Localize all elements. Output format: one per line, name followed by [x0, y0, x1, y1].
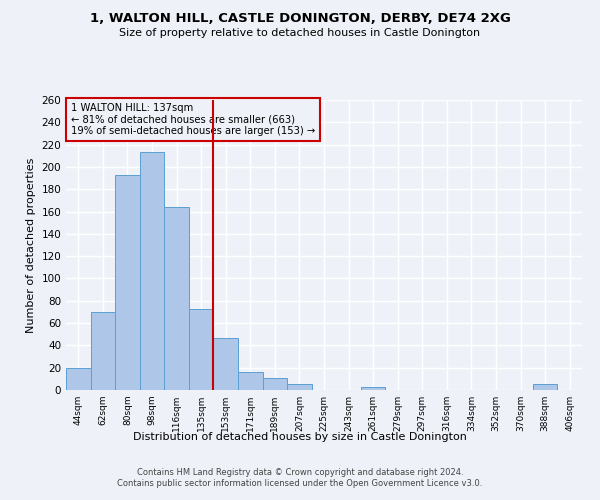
Text: Distribution of detached houses by size in Castle Donington: Distribution of detached houses by size …	[133, 432, 467, 442]
Text: Size of property relative to detached houses in Castle Donington: Size of property relative to detached ho…	[119, 28, 481, 38]
Text: Contains HM Land Registry data © Crown copyright and database right 2024.
Contai: Contains HM Land Registry data © Crown c…	[118, 468, 482, 487]
Bar	[91, 312, 115, 390]
Bar	[287, 384, 312, 390]
Bar	[140, 152, 164, 390]
Text: 1, WALTON HILL, CASTLE DONINGTON, DERBY, DE74 2XG: 1, WALTON HILL, CASTLE DONINGTON, DERBY,…	[89, 12, 511, 26]
Bar	[263, 378, 287, 390]
Bar	[361, 386, 385, 390]
Bar	[164, 207, 189, 390]
Bar	[214, 338, 238, 390]
Bar	[533, 384, 557, 390]
Bar	[238, 372, 263, 390]
Bar	[66, 368, 91, 390]
Bar	[189, 308, 214, 390]
Text: 1 WALTON HILL: 137sqm
← 81% of detached houses are smaller (663)
19% of semi-det: 1 WALTON HILL: 137sqm ← 81% of detached …	[71, 103, 316, 136]
Bar	[115, 174, 140, 390]
Y-axis label: Number of detached properties: Number of detached properties	[26, 158, 36, 332]
